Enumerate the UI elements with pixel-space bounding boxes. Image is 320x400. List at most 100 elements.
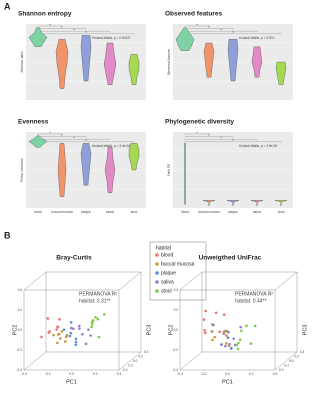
significance: **: [196, 24, 198, 27]
violin: [226, 200, 240, 206]
x-tick-label: 0.4: [117, 372, 122, 376]
point: [89, 334, 92, 337]
point: [90, 325, 93, 329]
cube-edge: [118, 351, 142, 371]
plot-title: Phylogenetic diversity: [165, 119, 234, 126]
point: [62, 328, 66, 332]
category-label: buccal mucosa: [51, 210, 72, 214]
legend-marker: [155, 253, 159, 257]
point: [227, 344, 231, 348]
x-tick-label: -0.4: [177, 372, 183, 376]
point: [55, 328, 58, 331]
category-label: stool: [278, 210, 285, 214]
z-axis-label: PC3: [302, 325, 308, 336]
violin: [203, 42, 215, 78]
point: [91, 319, 95, 322]
test-result: Kruskal-Wallis, p = 3.9e-06: [239, 144, 277, 148]
point: [240, 329, 243, 333]
bracket: [184, 25, 210, 27]
legend-label: blood: [161, 252, 173, 258]
point: [46, 317, 50, 320]
point: [63, 340, 67, 343]
x-tick-label: 0.0: [225, 372, 230, 376]
point: [78, 327, 81, 330]
point: [212, 323, 215, 327]
x-tick-label: -0.2: [45, 372, 51, 376]
y-tick-label: 0.4: [18, 288, 23, 292]
violin: [80, 35, 92, 82]
significance: **: [73, 137, 75, 140]
violin: [202, 200, 216, 206]
category-label: buccal mucosa: [198, 210, 219, 214]
category-label: blood: [34, 210, 42, 214]
x-axis-label: PC1: [222, 379, 233, 385]
stat-value: habitat: 0.44**: [235, 298, 266, 304]
cube-edge: [274, 271, 298, 291]
violin: [175, 27, 195, 51]
legend-marker: [155, 280, 159, 284]
point: [213, 335, 217, 339]
test-result: Kruskal-Wallis, p = 3.4e-06: [92, 144, 130, 148]
category-label: stool: [131, 210, 138, 214]
violin: [28, 27, 48, 47]
stat-title: PERMANOVA R²: [235, 291, 273, 297]
point: [97, 335, 101, 339]
y-tick-label: -0.4: [173, 368, 179, 372]
point: [40, 335, 43, 339]
violin: [103, 42, 117, 85]
point: [58, 317, 61, 321]
category-label: plaque: [81, 210, 91, 214]
significance: **: [196, 132, 198, 135]
panel-label: B: [4, 230, 11, 240]
violin: [57, 143, 67, 197]
significance: **: [208, 134, 210, 137]
point: [84, 342, 88, 346]
point: [211, 338, 214, 342]
point: [56, 325, 60, 329]
point: [225, 330, 228, 333]
point: [58, 337, 62, 340]
bracket: [184, 133, 210, 135]
y-tick-label: -0.4: [17, 368, 23, 372]
z-tick-label: 0.2: [139, 354, 144, 358]
bracket: [184, 141, 282, 143]
x-tick-label: 0.2: [93, 372, 98, 376]
y-axis-label: PC2: [12, 325, 18, 336]
point: [87, 328, 90, 331]
point: [202, 318, 206, 321]
point: [220, 343, 224, 346]
point: [203, 331, 207, 335]
x-tick-label: 0.0: [69, 372, 74, 376]
point: [245, 324, 248, 328]
violin: [274, 200, 288, 206]
y-axis-label: PC2: [168, 325, 174, 336]
violin: [28, 135, 48, 148]
violin: [251, 46, 263, 78]
point: [56, 341, 59, 345]
legend-label: stool: [161, 288, 172, 294]
stat-value: habitat: 0.31**: [79, 298, 110, 304]
y-tick-label: 0.4: [174, 288, 179, 292]
legend-label: saliva: [161, 279, 174, 285]
category-label: saliva: [106, 210, 114, 214]
y-tick-label: 0.2: [174, 308, 179, 312]
significance: **: [61, 134, 63, 137]
point: [253, 324, 257, 328]
legend-label: plaque: [161, 270, 176, 276]
legend-box: [149, 241, 207, 301]
x-tick-label: 0.4: [273, 372, 278, 376]
point: [72, 327, 75, 331]
category-label: blood: [181, 210, 189, 214]
test-result: Kruskal-Wallis, p < 0.001: [239, 36, 274, 40]
x-tick-label: 0.2: [249, 372, 254, 376]
point: [96, 317, 100, 321]
point: [214, 311, 218, 315]
significance: **: [49, 132, 51, 135]
point: [74, 343, 78, 346]
point: [94, 316, 97, 319]
y-axis-label: Shannon index: [20, 51, 24, 73]
legend-title: habitat: [156, 245, 172, 251]
significance: **: [208, 26, 210, 29]
z-axis-label: PC3: [146, 325, 152, 336]
point: [222, 332, 226, 336]
